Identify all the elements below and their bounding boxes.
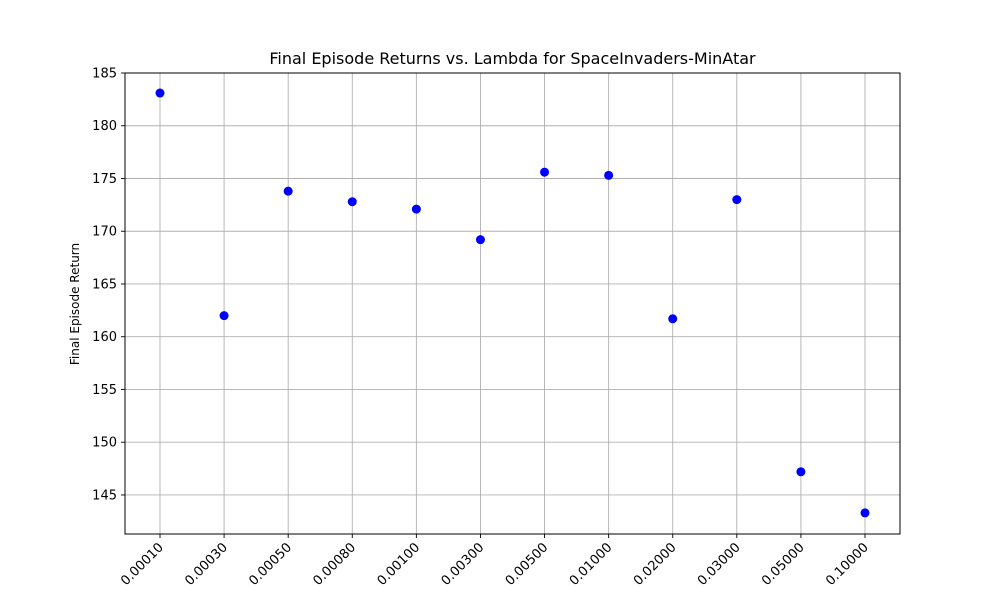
x-tick-label: 0.00080 <box>310 540 359 589</box>
x-tick-label: 0.00100 <box>375 540 424 589</box>
chart-title: Final Episode Returns vs. Lambda for Spa… <box>269 49 756 68</box>
x-tick-label: 0.01000 <box>567 540 616 589</box>
x-tick-label: 0.00030 <box>182 540 231 589</box>
x-tick-label: 0.00300 <box>439 540 488 589</box>
y-tick-label: 175 <box>92 172 117 187</box>
y-tick-label: 145 <box>92 488 117 503</box>
x-tick-label: 0.00010 <box>118 540 167 589</box>
x-tick-label: 0.05000 <box>759 540 808 589</box>
data-point <box>155 88 165 98</box>
y-tick-label: 185 <box>92 67 117 82</box>
data-point <box>475 235 485 245</box>
y-tick-label: 160 <box>92 330 117 345</box>
x-tick-label: 0.10000 <box>823 540 872 589</box>
data-point <box>860 508 870 518</box>
x-axis-ticks: 0.00010 0.00030 0.00050 0.00080 0.00100 0.003… <box>118 534 872 589</box>
data-point <box>540 167 550 177</box>
data-point <box>347 197 357 207</box>
grid-lines <box>125 72 900 534</box>
y-tick-label: 180 <box>92 119 117 134</box>
plot-area-frame <box>124 72 901 535</box>
data-point <box>668 314 678 324</box>
y-tick-label: 165 <box>92 277 117 292</box>
data-point <box>219 311 229 321</box>
y-tick-label: 155 <box>92 383 117 398</box>
x-tick-label: 0.00500 <box>503 540 552 589</box>
y-axis-ticks: 145 150 155 160 165 170 175 180 185 <box>92 67 125 503</box>
data-point <box>283 186 293 196</box>
data-point <box>604 170 614 180</box>
y-tick-label: 150 <box>92 436 117 451</box>
data-point <box>411 204 421 214</box>
x-tick-label: 0.03000 <box>695 540 744 589</box>
x-tick-label: 0.00050 <box>246 540 295 589</box>
y-axis-label: Final Episode Return <box>68 243 82 365</box>
data-points <box>155 88 870 518</box>
y-tick-label: 170 <box>92 225 117 240</box>
data-point <box>796 467 806 477</box>
data-point <box>732 195 742 205</box>
x-tick-label: 0.02000 <box>631 540 680 589</box>
